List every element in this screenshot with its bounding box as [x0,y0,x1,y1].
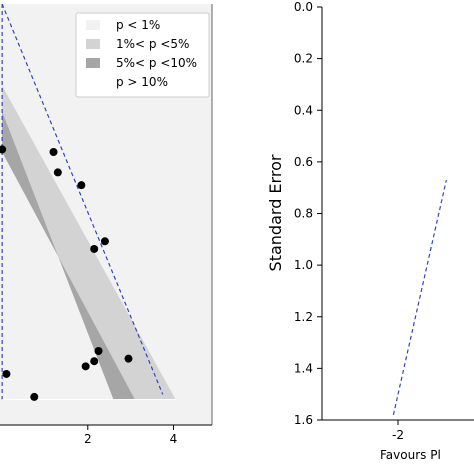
x-tick-label: 2 [84,432,92,446]
y-tick-label: 0.2 [294,52,313,66]
y-tick-label: 0.0 [294,0,313,14]
y-tick-label: 0.8 [294,207,313,221]
reference-lines [392,179,447,415]
study-points [0,145,133,401]
y-tick-label: 0.6 [294,155,313,169]
study-point [53,168,62,177]
y-axis-label: Standard Error [266,154,285,271]
legend-label: 5%< p <10% [116,56,197,70]
significance-contours [2,85,176,400]
legend: p < 1% 1%< p <5% 5%< p <10% p > 10% [75,12,210,98]
y-tick-label: 0.4 [294,103,313,117]
study-point [2,369,11,378]
study-point [77,181,86,190]
x-axis-label: Favours Pl [380,448,441,462]
axes: 0.0 0.2 0.4 0.6 0.8 1.0 1.2 1.4 1.6 -2 [294,0,474,442]
y-tick-label: 1.4 [294,361,313,375]
study-point [81,362,90,371]
study-point [100,237,109,246]
x-tick-label: -2 [392,428,404,442]
contour-region [2,85,176,400]
study-point [49,147,58,156]
y-tick-label: 1.0 [294,258,313,272]
y-tick-label: 1.2 [294,310,313,324]
funnel-boundary-line [1,3,164,395]
study-point [30,392,39,401]
study-point [90,357,99,366]
legend-box [75,12,210,98]
legend-swatch [86,58,100,68]
standard-error-funnel-plot: 0.0 0.2 0.4 0.6 0.8 1.0 1.2 1.4 1.6 -2 Standard E… [266,0,474,462]
legend-swatch [86,39,100,49]
study-point [0,145,7,154]
study-point [90,244,99,253]
x-tick-label: 4 [170,432,178,446]
study-point [124,354,133,363]
legend-swatch [86,77,100,87]
legend-label: p > 10% [116,75,168,89]
legend-swatch [86,20,100,30]
y-tick-label: 1.6 [294,413,313,427]
study-point [94,347,103,356]
legend-label: 1%< p <5% [116,37,189,51]
reference-lines [1,3,176,400]
funnel-boundary-line [392,179,447,415]
legend-label: p < 1% [116,18,160,32]
